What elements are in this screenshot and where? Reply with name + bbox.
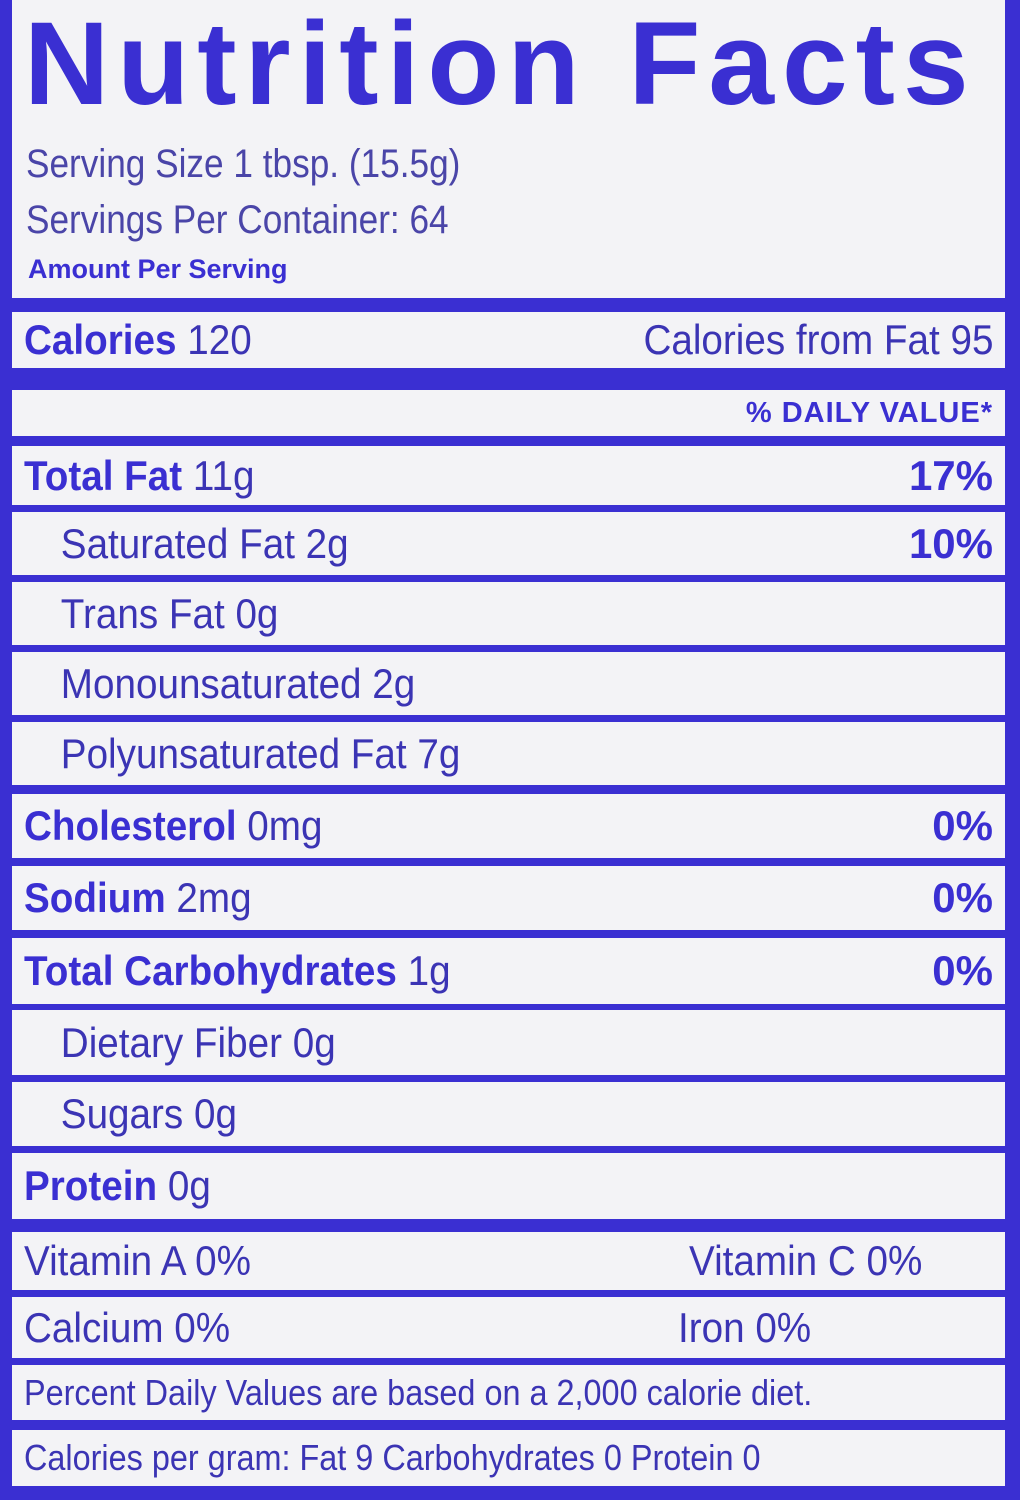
nutrient-name: Total Fat [24,451,183,499]
calories-per-gram-row: Calories per gram: Fat 9 Carbohydrates 0… [12,1430,1005,1486]
nutrient-row: Total Carbohydrates 1g 0% [12,938,1005,1004]
nutrition-label: Nutrition Facts Serving Size 1 tbsp. (15… [12,0,1005,1488]
nutrient-name: Saturated Fat [60,519,295,567]
nutrient-row: Total Fat 11g 17% [12,446,1005,505]
calories-label: Calories [24,316,177,363]
nutrient-name: Protein [24,1162,158,1209]
amount-per-serving: Amount Per Serving [28,254,288,284]
nutrient-amount: 0g [193,1090,237,1137]
calories-per-gram: Calories per gram: Fat 9 Carbohydrates 0… [24,1437,761,1478]
nutrient-amount: 0g [167,1162,211,1209]
nutrient-name: Monounsaturated [60,659,362,707]
calories-row: Calories 120 Calories from Fat 95 [12,312,1005,368]
nutrient-amount: 2g [305,519,349,567]
calories-value: 120 [187,316,252,363]
nutrient-name: Polyunsaturated Fat [60,729,407,777]
nutrient-amount: 2mg [176,874,252,921]
label-title: Nutrition Facts [24,0,977,130]
nutrient-amount: 11g [192,451,255,499]
vitamin-row-2: Calcium 0% Iron 0% [12,1297,1005,1358]
header-section: Nutrition Facts Serving Size 1 tbsp. (15… [12,0,1005,298]
footnote-row: Percent Daily Values are based on a 2,00… [12,1365,1005,1420]
nutrient-daily-value: 0% [932,947,993,994]
vitamin-row-1: Vitamin A 0% Vitamin C 0% [12,1232,1005,1290]
nutrient-row: Dietary Fiber 0g [12,1010,1005,1075]
daily-value-header: % DAILY VALUE* [745,396,993,429]
nutrient-amount: 0g [235,589,279,637]
nutrient-row: Trans Fat 0g [12,582,1005,645]
nutrient-name: Dietary Fiber [60,1018,282,1066]
nutrient-daily-value: 0% [932,802,993,849]
vitamin-a: Vitamin A 0% [24,1237,251,1284]
vitamin-c: Vitamin C 0% [689,1237,923,1284]
nutrient-amount: 2g [372,659,416,707]
serving-size: Serving Size 1 tbsp. (15.5g) [26,142,461,186]
daily-value-header-row: % DAILY VALUE* [12,390,1005,436]
calories-from-fat: Calories from Fat 95 [642,316,993,363]
nutrient-name: Sodium [24,874,166,921]
nutrient-daily-value: 0% [932,874,993,921]
nutrient-amount: 1g [407,947,451,994]
nutrient-row: Sugars 0g [12,1082,1005,1146]
nutrient-row: Saturated Fat 2g 10% [12,512,1005,575]
nutrient-amount: 0g [292,1018,336,1066]
servings-per-container: Servings Per Container: 64 [26,198,449,242]
iron: Iron 0% [678,1303,812,1351]
nutrient-daily-value: 17% [908,451,993,499]
nutrient-row: Protein 0g [12,1153,1005,1219]
nutrient-amount: 7g [417,729,461,777]
nutrient-daily-value: 10% [908,519,993,567]
nutrient-row: Polyunsaturated Fat 7g [12,722,1005,785]
nutrient-name: Sugars [60,1090,184,1137]
footnote: Percent Daily Values are based on a 2,00… [24,1371,813,1413]
nutrient-name: Trans Fat [60,589,225,637]
nutrient-name: Total Carbohydrates [24,947,397,994]
nutrient-name: Cholesterol [24,802,237,849]
nutrient-row: Monounsaturated 2g [12,652,1005,715]
nutrient-row: Sodium 2mg 0% [12,866,1005,930]
nutrient-row: Cholesterol 0mg 0% [12,794,1005,858]
nutrient-amount: 0mg [247,802,323,849]
calcium: Calcium 0% [24,1303,231,1351]
